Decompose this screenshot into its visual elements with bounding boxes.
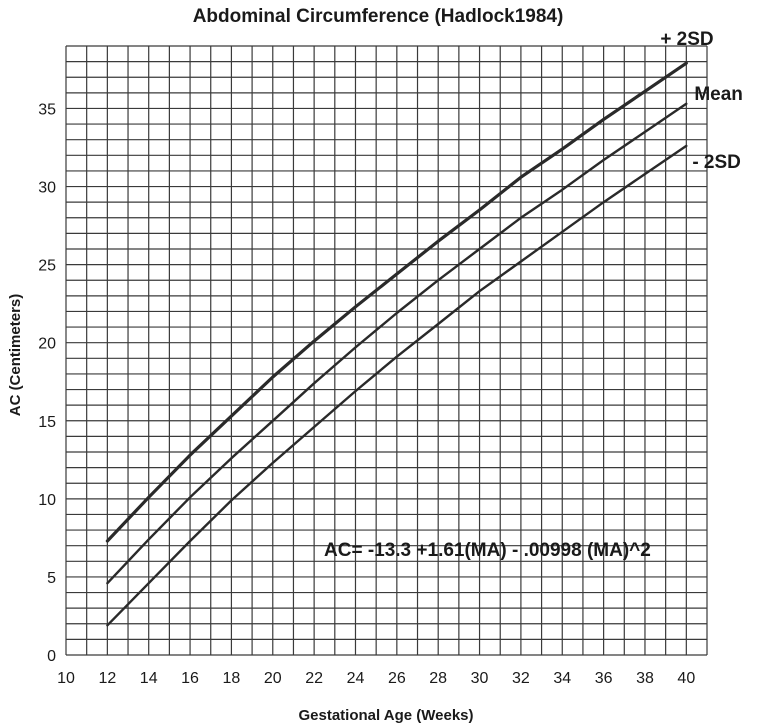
x-tick-label: 34: [553, 670, 571, 687]
x-axis-ticks: 10 12 14 16 18 20 22 24 26 28 30 32 34 36 38 40: [57, 670, 695, 687]
series-label: - 2SD: [692, 152, 741, 173]
formula-annotation: AC= -13.3 +1.61(MA) - .00998 (MA)^2: [324, 540, 651, 561]
x-tick-label: 38: [636, 670, 654, 687]
x-tick-label: 40: [677, 670, 695, 687]
series-lines: [105, 61, 688, 627]
x-tick-label: 16: [181, 670, 199, 687]
y-tick-label: 20: [38, 336, 56, 353]
x-tick-label: 28: [429, 670, 447, 687]
x-tick-label: 10: [57, 670, 75, 687]
y-tick-label: 35: [38, 101, 56, 118]
y-tick-label: 5: [47, 570, 56, 587]
series-labels: + 2SD Mean - 2SD: [660, 29, 743, 173]
x-tick-label: 12: [98, 670, 116, 687]
x-tick-label: 18: [223, 670, 241, 687]
chart-title: Abdominal Circumference (Hadlock1984): [193, 6, 564, 27]
x-axis-label: Gestational Age (Weeks): [298, 707, 473, 724]
y-tick-label: 25: [38, 258, 56, 275]
series-line: [106, 144, 688, 627]
y-tick-label: 10: [38, 492, 56, 509]
y-tick-label: 15: [38, 414, 56, 431]
x-tick-label: 26: [388, 670, 406, 687]
grid: [65, 45, 708, 656]
series-label: + 2SD: [660, 29, 713, 50]
y-axis-label: AC (Centimeters): [7, 294, 24, 417]
x-tick-label: 32: [512, 670, 530, 687]
x-tick-label: 36: [595, 670, 613, 687]
y-tick-label: 30: [38, 180, 56, 197]
x-tick-label: 14: [140, 670, 158, 687]
series-label: Mean: [694, 84, 743, 105]
y-tick-label: 0: [47, 648, 56, 665]
x-tick-label: 20: [264, 670, 282, 687]
y-axis-ticks: 0 5 10 15 20 25 30 35: [38, 101, 56, 665]
series-line: [106, 102, 688, 585]
x-tick-label: 22: [305, 670, 323, 687]
x-tick-label: 24: [347, 670, 365, 687]
x-tick-label: 30: [471, 670, 489, 687]
series-line: [105, 61, 688, 543]
